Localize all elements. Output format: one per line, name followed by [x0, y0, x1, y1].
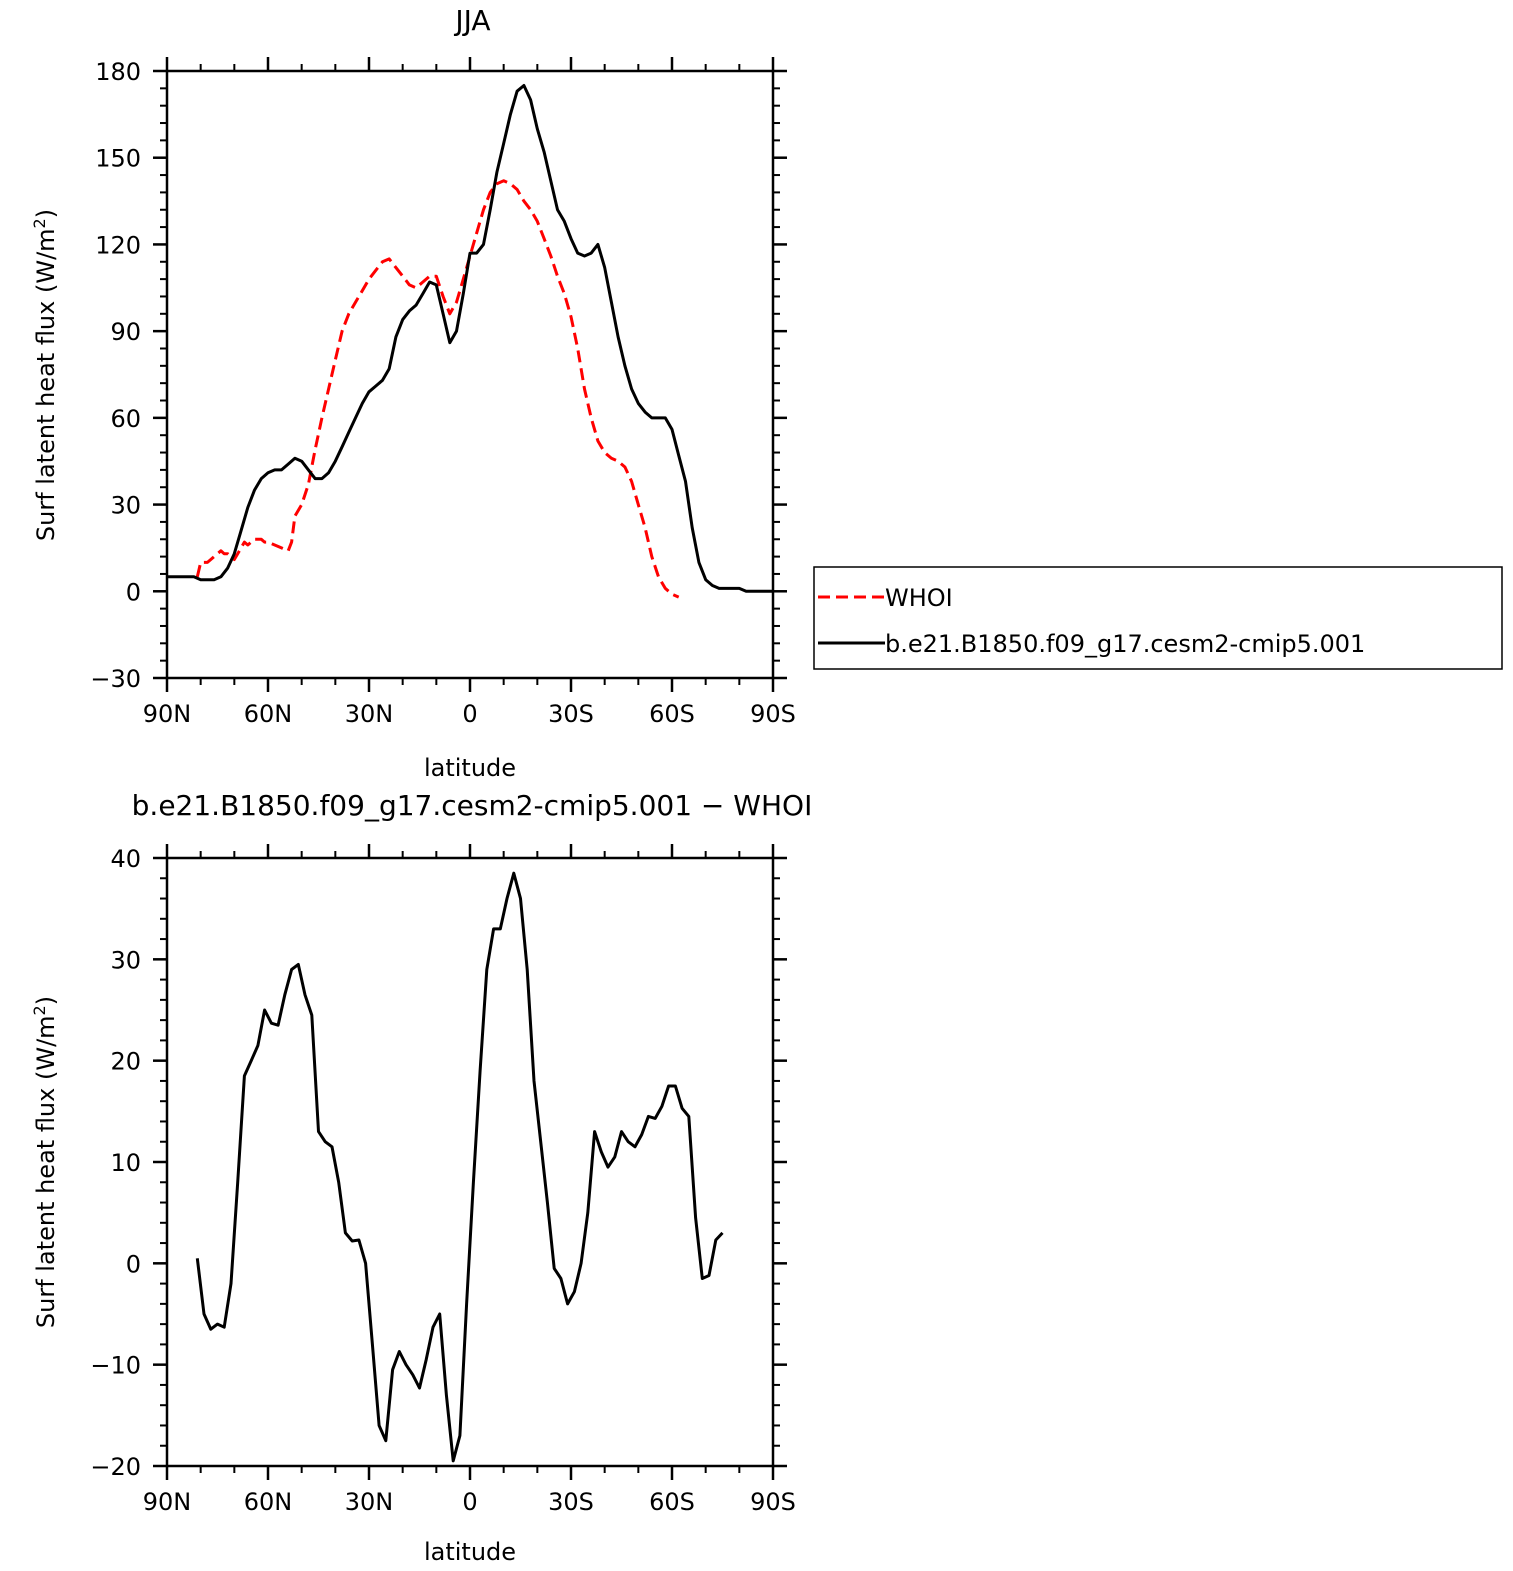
- top-plot-frame: [165, 69, 775, 680]
- top-ytick-label: 90: [110, 318, 141, 346]
- bottom-xtick-label: 30N: [345, 1488, 394, 1516]
- bottom-ytick-label: 0: [126, 1250, 141, 1278]
- top-ytick-label: 0: [126, 578, 141, 606]
- bottom-ytick-label: −20: [90, 1453, 141, 1481]
- top-series-line-1: [167, 84, 773, 593]
- bottom-xtick-label: 60N: [244, 1488, 293, 1516]
- top-xtick-label: 90N: [143, 700, 192, 728]
- top-ytick-label: −30: [90, 665, 141, 693]
- bottom-ytick-label: 30: [110, 946, 141, 974]
- top-x-axis-title: latitude: [424, 754, 516, 782]
- bottom-y-axis-title-main: Surf latent heat flux (W/m: [32, 1015, 60, 1328]
- top-xtick-labels: 90N 60N 30N 0 30S 60S 90S: [143, 700, 796, 728]
- top-ytick-label: 60: [110, 405, 141, 433]
- bottom-series: [195, 871, 724, 1463]
- bottom-xtick-label: 90N: [143, 1488, 192, 1516]
- bottom-y-axis-title: Surf latent heat flux (W/m2): [30, 996, 60, 1328]
- top-xtick-label: 90S: [750, 700, 796, 728]
- bottom-ytick-label: −10: [90, 1352, 141, 1380]
- bottom-ticks: [153, 844, 787, 1480]
- bottom-panel: b.e21.B1850.f09_g17.cesm2-cmip5.001 − WH…: [30, 789, 812, 1566]
- top-y-axis-title-close: ): [32, 209, 60, 218]
- bottom-xtick-label: 60S: [649, 1488, 695, 1516]
- bottom-xtick-label: 0: [462, 1488, 477, 1516]
- bottom-ytick-label: 40: [110, 845, 141, 873]
- top-series-line-0: [195, 179, 680, 599]
- bottom-y-axis-title-sup: 2: [30, 1005, 49, 1015]
- top-y-axis-title-main: Surf latent heat flux (W/m: [32, 228, 60, 541]
- legend-label-whoi: WHOI: [885, 584, 953, 612]
- top-y-axis-title: Surf latent heat flux (W/m2): [30, 209, 60, 541]
- bottom-y-axis-title-close: ): [32, 996, 60, 1005]
- legend-box: [813, 566, 1503, 670]
- top-ticks: [153, 57, 787, 692]
- bottom-xtick-label: 90S: [750, 1488, 796, 1516]
- top-ytick-label: 180: [95, 58, 141, 86]
- legend-label-cesm2: b.e21.B1850.f09_g17.cesm2-cmip5.001: [885, 630, 1365, 658]
- bottom-x-axis-title: latitude: [424, 1538, 516, 1566]
- bottom-plot-frame: [165, 856, 775, 1468]
- top-xtick-label: 60S: [649, 700, 695, 728]
- top-ytick-labels: −30 0 30 60 90 120 150 180: [90, 58, 141, 693]
- bottom-xtick-label: 30S: [548, 1488, 594, 1516]
- top-xtick-label: 30N: [345, 700, 394, 728]
- bottom-ytick-label: 20: [110, 1048, 141, 1076]
- bottom-ytick-labels: −20 −10 0 10 20 30 40: [90, 845, 141, 1481]
- bottom-ytick-label: 10: [110, 1149, 141, 1177]
- top-xtick-label: 0: [462, 700, 477, 728]
- top-series: [167, 84, 773, 599]
- top-xtick-label: 30S: [548, 700, 594, 728]
- top-chart-title: JJA: [453, 4, 490, 37]
- bottom-chart-title: b.e21.B1850.f09_g17.cesm2-cmip5.001 − WH…: [132, 789, 813, 822]
- bottom-series-line-0: [195, 871, 724, 1463]
- top-xtick-label: 60N: [244, 700, 293, 728]
- legend: WHOI b.e21.B1850.f09_g17.cesm2-cmip5.001: [813, 566, 1503, 670]
- top-ytick-label: 120: [95, 231, 141, 259]
- top-panel: JJA −30 0 30 60 90 120 150 180 90N 60N 30N 0 30S 60S…: [30, 4, 796, 782]
- top-ytick-label: 150: [95, 145, 141, 173]
- bottom-xtick-labels: 90N 60N 30N 0 30S 60S 90S: [143, 1488, 796, 1516]
- top-ytick-label: 30: [110, 492, 141, 520]
- top-y-axis-title-sup: 2: [30, 218, 49, 228]
